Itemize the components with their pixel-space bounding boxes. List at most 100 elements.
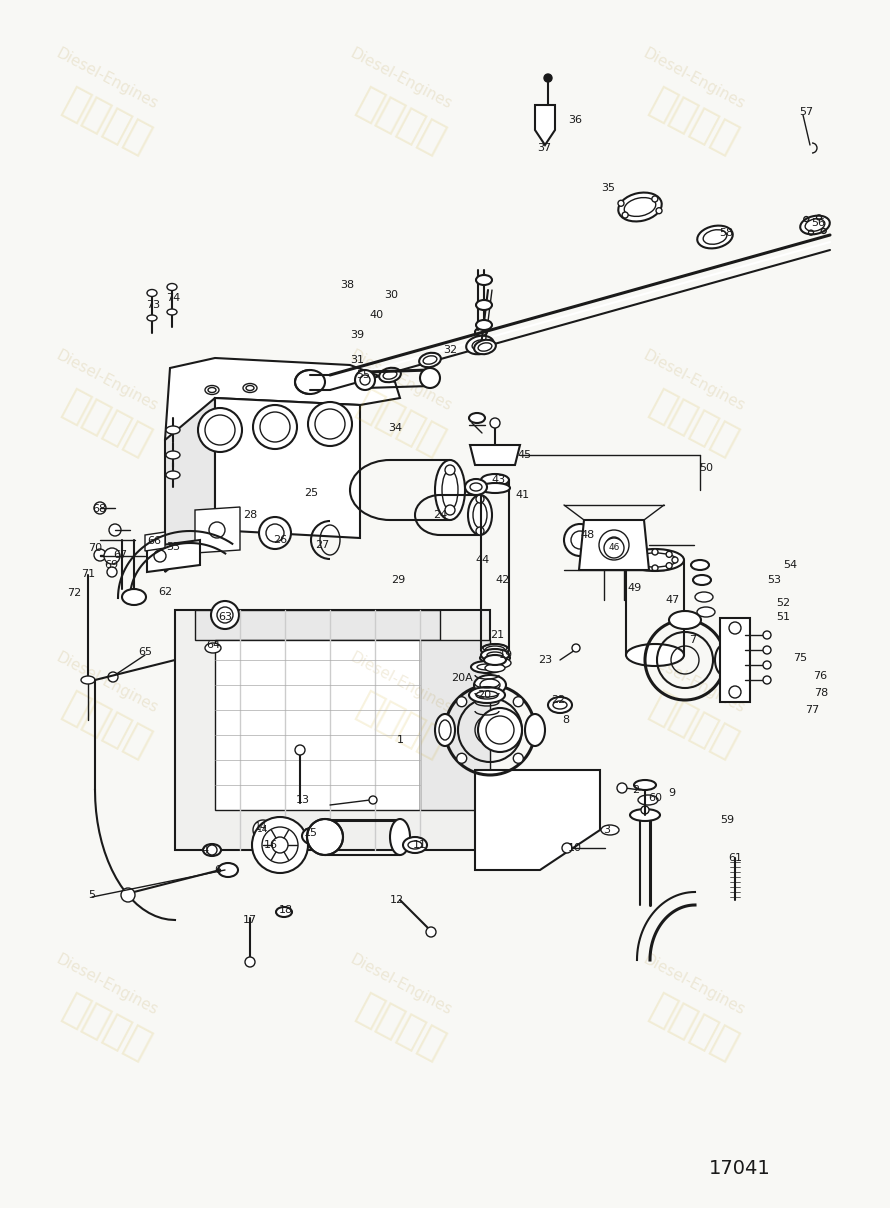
- Circle shape: [604, 538, 624, 558]
- Polygon shape: [475, 769, 600, 870]
- Ellipse shape: [419, 353, 441, 367]
- Text: 紫发动力: 紫发动力: [57, 82, 157, 159]
- Text: 20: 20: [477, 690, 491, 699]
- Circle shape: [641, 806, 649, 814]
- Polygon shape: [470, 445, 520, 465]
- Text: 48: 48: [581, 530, 595, 540]
- Ellipse shape: [259, 517, 291, 548]
- Ellipse shape: [307, 819, 343, 855]
- Circle shape: [763, 646, 771, 654]
- Ellipse shape: [167, 284, 177, 290]
- Text: 15: 15: [304, 827, 318, 838]
- Ellipse shape: [147, 315, 157, 321]
- Text: Diesel-Engines: Diesel-Engines: [641, 46, 748, 111]
- Text: 43: 43: [492, 475, 506, 484]
- Text: 紫发动力: 紫发动力: [351, 384, 450, 461]
- Circle shape: [666, 551, 672, 557]
- Ellipse shape: [525, 714, 545, 747]
- Text: 46: 46: [608, 544, 619, 552]
- Text: Diesel-Engines: Diesel-Engines: [53, 46, 160, 111]
- Ellipse shape: [243, 383, 257, 393]
- Circle shape: [94, 548, 106, 561]
- Polygon shape: [215, 397, 360, 538]
- Text: 77: 77: [805, 705, 819, 715]
- Circle shape: [729, 622, 741, 634]
- Text: 22: 22: [551, 695, 565, 705]
- Ellipse shape: [390, 819, 410, 855]
- Polygon shape: [579, 519, 649, 570]
- Text: 34: 34: [388, 423, 402, 432]
- Circle shape: [108, 672, 118, 683]
- Ellipse shape: [474, 339, 496, 354]
- Text: 73: 73: [146, 300, 160, 310]
- Ellipse shape: [379, 367, 400, 382]
- Circle shape: [729, 686, 741, 698]
- Text: 42: 42: [496, 575, 510, 585]
- Text: 紫发动力: 紫发动力: [57, 988, 157, 1065]
- Text: 64: 64: [206, 640, 220, 650]
- Circle shape: [652, 548, 658, 554]
- Text: Diesel-Engines: Diesel-Engines: [347, 348, 454, 413]
- Text: 56: 56: [811, 217, 825, 228]
- Circle shape: [763, 676, 771, 684]
- Ellipse shape: [420, 368, 440, 388]
- Circle shape: [445, 465, 455, 475]
- Circle shape: [606, 538, 622, 553]
- Ellipse shape: [800, 216, 829, 234]
- Text: 70: 70: [88, 544, 102, 553]
- Text: 紫发动力: 紫发动力: [351, 686, 450, 763]
- Circle shape: [207, 846, 217, 855]
- Text: 17: 17: [243, 914, 257, 925]
- Text: Diesel-Engines: Diesel-Engines: [347, 46, 454, 111]
- Text: 50: 50: [699, 463, 713, 474]
- Circle shape: [295, 745, 305, 755]
- Text: 11: 11: [413, 840, 427, 850]
- Ellipse shape: [469, 687, 505, 703]
- Circle shape: [211, 602, 239, 629]
- Text: Diesel-Engines: Diesel-Engines: [53, 952, 160, 1017]
- Ellipse shape: [638, 795, 658, 805]
- Circle shape: [457, 697, 466, 707]
- Text: 23: 23: [538, 655, 552, 664]
- Circle shape: [617, 783, 627, 792]
- Circle shape: [245, 957, 255, 966]
- Text: 紫发动力: 紫发动力: [644, 988, 744, 1065]
- Text: 21: 21: [490, 631, 504, 640]
- Text: 18: 18: [279, 905, 293, 914]
- Text: 紫发动力: 紫发动力: [57, 384, 157, 461]
- Ellipse shape: [481, 474, 509, 486]
- Ellipse shape: [697, 226, 732, 249]
- Polygon shape: [147, 540, 200, 573]
- Circle shape: [763, 631, 771, 639]
- Circle shape: [209, 522, 225, 538]
- Text: 35: 35: [601, 182, 615, 193]
- Text: 3: 3: [603, 825, 611, 835]
- Text: 74: 74: [166, 294, 180, 303]
- Text: 63: 63: [218, 612, 232, 622]
- Circle shape: [672, 557, 678, 563]
- Circle shape: [622, 213, 628, 217]
- Text: 16: 16: [264, 840, 278, 850]
- Circle shape: [562, 843, 572, 853]
- Ellipse shape: [476, 320, 492, 330]
- Text: 72: 72: [67, 588, 81, 598]
- Text: 59: 59: [720, 815, 734, 825]
- Circle shape: [121, 888, 135, 902]
- Text: 44: 44: [476, 554, 490, 565]
- Ellipse shape: [122, 590, 146, 605]
- Ellipse shape: [167, 309, 177, 315]
- Text: 68: 68: [92, 504, 106, 513]
- Text: 41: 41: [515, 490, 529, 500]
- Text: 38: 38: [340, 280, 354, 290]
- Text: 8: 8: [562, 715, 570, 725]
- Polygon shape: [195, 610, 440, 640]
- Text: 66: 66: [147, 536, 161, 546]
- Ellipse shape: [471, 661, 503, 673]
- Text: 14: 14: [255, 821, 267, 832]
- Polygon shape: [165, 397, 215, 573]
- Text: Diesel-Engines: Diesel-Engines: [347, 952, 454, 1017]
- Circle shape: [651, 196, 658, 202]
- Text: 32: 32: [443, 345, 457, 355]
- Ellipse shape: [166, 451, 180, 459]
- Ellipse shape: [205, 385, 219, 395]
